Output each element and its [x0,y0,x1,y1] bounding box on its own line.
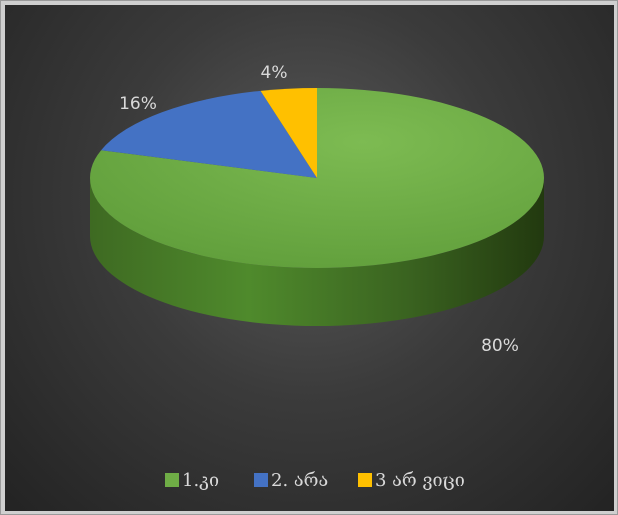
legend-swatch-3 [358,473,372,487]
data-label-2: 16% [119,94,157,114]
legend: 1.კი 2. არა 3 არ ვიცი [165,470,465,491]
legend-item-1: 1.კი [165,470,219,491]
data-label-1: 80% [481,336,519,356]
legend-label-3: 3 არ ვიცი [375,470,465,491]
pie-side-1 [90,178,544,326]
data-labels: 80% 16% 4% [119,63,519,356]
pie-side [90,178,544,326]
pie-top [90,88,544,268]
legend-label-2: 2. არა [271,470,328,491]
legend-label-1: 1.კი [182,470,219,491]
data-label-3: 4% [261,63,288,83]
legend-swatch-2 [254,473,268,487]
pie-chart: 80% 16% 4% 1.კი 2. არა 3 არ ვიცი [90,63,544,491]
pie-slice-3 [260,88,317,178]
pie-slice-2 [101,90,317,178]
chart-area: 80% 16% 4% 1.კი 2. არა 3 არ ვიცი [5,5,614,511]
legend-swatch-1 [165,473,179,487]
legend-item-3: 3 არ ვიცი [358,470,465,491]
legend-item-2: 2. არა [254,470,328,491]
